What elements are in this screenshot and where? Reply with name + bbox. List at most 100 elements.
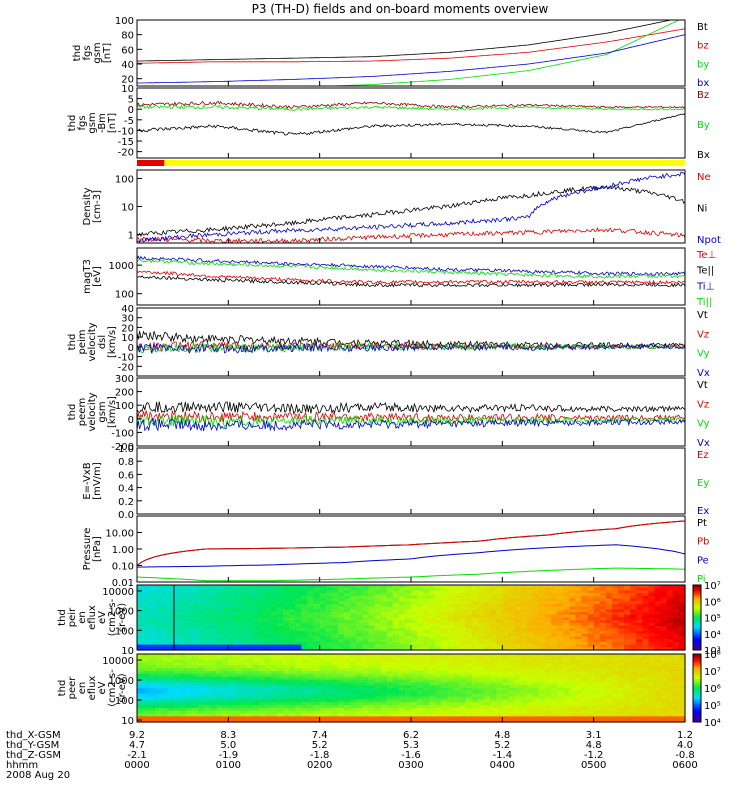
spectrogram-cell bbox=[404, 612, 412, 616]
spectrogram-cell bbox=[429, 668, 436, 672]
legend-label: Ez bbox=[697, 450, 709, 461]
y-axis-label: en bbox=[77, 682, 88, 695]
spectrogram-cell bbox=[526, 639, 534, 643]
spectrogram-cell bbox=[490, 603, 497, 608]
spectrogram-cell bbox=[149, 593, 156, 597]
spectrogram-cell bbox=[459, 710, 467, 715]
spectrogram-cell bbox=[161, 603, 169, 608]
spectrogram-cell bbox=[411, 673, 418, 678]
colorbar-label: 10⁶ bbox=[704, 597, 721, 608]
spectrogram-cell bbox=[678, 647, 686, 651]
spectrogram-cell bbox=[471, 668, 479, 672]
spectrogram-cell bbox=[246, 633, 254, 638]
spectrogram-cell bbox=[197, 671, 205, 675]
y-axis-label: [mV/m] bbox=[92, 462, 103, 500]
spectrogram-cell bbox=[532, 628, 540, 632]
spectrogram-cell bbox=[216, 662, 223, 666]
spectrogram-cell bbox=[191, 662, 199, 666]
spectrogram-cell bbox=[666, 713, 674, 717]
spectrogram-cell bbox=[374, 644, 382, 648]
spectrogram-cell bbox=[398, 614, 406, 619]
spectrogram-cell bbox=[648, 696, 656, 700]
temperature-series-2 bbox=[136, 255, 686, 277]
spectrogram-cell bbox=[624, 622, 631, 627]
spectrogram-cell bbox=[496, 639, 503, 643]
y-axis-label: thd bbox=[57, 609, 68, 626]
spectrogram-cell bbox=[149, 585, 156, 589]
spectrogram-cell bbox=[149, 639, 156, 643]
spectrogram-cell bbox=[581, 625, 589, 629]
spectrogram-cell bbox=[666, 636, 674, 640]
spectrogram-cell bbox=[551, 690, 558, 695]
spectrogram-cell bbox=[624, 671, 631, 675]
spectrogram-cell bbox=[654, 699, 662, 703]
spectrogram-cell bbox=[240, 676, 248, 681]
spectrogram-cell bbox=[374, 710, 382, 715]
spectrogram-cell bbox=[307, 702, 315, 706]
spectrogram-cell bbox=[526, 659, 534, 664]
spectrogram-cell bbox=[210, 641, 217, 646]
time-tick-hhmm: 0000 bbox=[124, 760, 149, 771]
spectrogram-cell bbox=[258, 620, 266, 624]
spectrogram-cell bbox=[143, 641, 150, 646]
spectrogram-cell bbox=[228, 639, 236, 643]
spectrogram-cell bbox=[551, 601, 558, 605]
spectrogram-cell bbox=[258, 668, 266, 672]
spectrogram-cell bbox=[191, 587, 199, 592]
spectrogram-cell bbox=[331, 628, 339, 632]
spectrogram-cell bbox=[210, 620, 217, 624]
spectrogram-cell bbox=[398, 688, 406, 692]
spectrogram-cell bbox=[386, 609, 394, 613]
spectrogram-cell bbox=[210, 716, 217, 720]
spectrogram-cell bbox=[404, 639, 412, 643]
spectrogram-cell bbox=[313, 656, 321, 661]
spectrogram-cell bbox=[234, 696, 242, 700]
spectrogram-cell bbox=[502, 641, 510, 646]
spectrogram-cell bbox=[155, 682, 162, 686]
time-tick-x_gsm: 4.8 bbox=[494, 730, 510, 741]
legend-label: Ex bbox=[697, 506, 709, 517]
spectrogram-cell bbox=[392, 622, 400, 627]
spectrogram-cell bbox=[672, 682, 680, 686]
spectrogram-cell bbox=[246, 710, 254, 715]
spectrogram-cell bbox=[569, 587, 576, 592]
spectrogram-cell bbox=[203, 671, 211, 675]
spectrogram-cell bbox=[185, 587, 193, 592]
spectrogram-cell bbox=[441, 656, 449, 661]
spectrogram-cell bbox=[575, 690, 583, 695]
spectrogram-cell bbox=[563, 606, 570, 610]
spectrogram-cell bbox=[666, 625, 674, 629]
spectrogram-cell bbox=[587, 702, 595, 706]
spectrogram-cell bbox=[313, 598, 321, 602]
spectrogram-cell bbox=[447, 620, 455, 624]
spectrogram-cell bbox=[447, 647, 455, 651]
spectrogram-cell bbox=[563, 654, 570, 658]
spectrogram-cell bbox=[447, 673, 455, 678]
spectrogram-cell bbox=[350, 647, 357, 651]
spectrogram-cell bbox=[611, 671, 619, 675]
spectrogram-cell bbox=[575, 679, 583, 683]
spectrogram-cell bbox=[514, 609, 522, 613]
spectrogram-cell bbox=[210, 639, 217, 643]
spectrogram-cell bbox=[502, 668, 510, 672]
spectrogram-cell bbox=[185, 625, 193, 629]
spectrogram-cell bbox=[350, 662, 357, 666]
spectrogram-cell bbox=[471, 585, 479, 589]
spectrogram-cell bbox=[490, 685, 497, 689]
spectrogram-cell bbox=[325, 587, 333, 592]
spectrogram-cell bbox=[191, 719, 199, 723]
spectrogram-cell bbox=[197, 614, 205, 619]
spectrogram-cell bbox=[636, 713, 643, 717]
spectrogram-cell bbox=[502, 590, 510, 594]
spectrogram-cell bbox=[197, 603, 205, 608]
spectrogram-cell bbox=[630, 679, 637, 683]
spectrogram-cell bbox=[161, 647, 169, 651]
spectrogram-cell bbox=[611, 673, 619, 678]
spectrogram-cell bbox=[283, 719, 290, 723]
spectrogram-cell bbox=[350, 710, 357, 715]
spectrogram-cell bbox=[398, 673, 406, 678]
spectrogram-cell bbox=[350, 682, 357, 686]
spectrogram-cell bbox=[435, 595, 443, 600]
spectrogram-cell bbox=[611, 598, 619, 602]
spectrogram-cell bbox=[368, 662, 376, 666]
